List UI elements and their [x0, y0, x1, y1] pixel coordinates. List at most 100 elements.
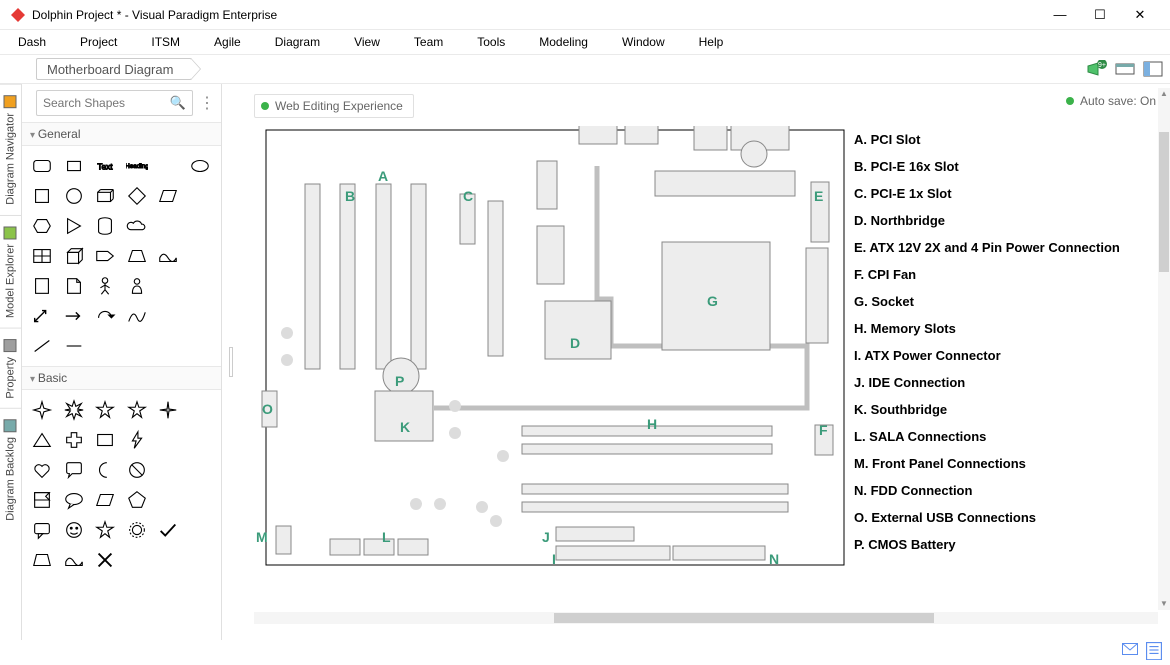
shape-flag[interactable] [30, 488, 54, 512]
maximize-button[interactable]: ☐ [1080, 7, 1120, 23]
menu-help[interactable]: Help [699, 35, 724, 49]
shape-plus[interactable] [62, 428, 86, 452]
left-tab-diagram-navigator[interactable]: Diagram Navigator [0, 84, 21, 215]
shape-triangle-r[interactable] [62, 214, 86, 238]
shape-blank3[interactable] [188, 428, 212, 452]
menu-team[interactable]: Team [414, 35, 443, 49]
shape-check[interactable] [156, 518, 180, 542]
shape-page-fold[interactable] [62, 274, 86, 298]
shape-heart[interactable] [30, 458, 54, 482]
shape-hexagon[interactable] [30, 214, 54, 238]
shape-blank7[interactable] [188, 274, 212, 298]
shape-human[interactable] [125, 274, 149, 298]
shape-square[interactable] [30, 184, 54, 208]
shape-cloud[interactable] [125, 214, 149, 238]
shape-blank12[interactable] [156, 334, 180, 358]
shape-blank10[interactable] [156, 548, 180, 572]
menu-agile[interactable]: Agile [214, 35, 241, 49]
shape-parallelogram[interactable] [93, 488, 117, 512]
shape-line[interactable] [30, 334, 54, 358]
shape-moon[interactable] [93, 458, 117, 482]
shape-wave[interactable] [62, 548, 86, 572]
shape-blank9[interactable] [188, 304, 212, 328]
shape-cylinder[interactable] [93, 214, 117, 238]
shape-zig[interactable] [125, 304, 149, 328]
palette-category-basic[interactable]: Basic [22, 366, 221, 390]
shape-bolt[interactable] [125, 428, 149, 452]
shape-gear[interactable] [125, 518, 149, 542]
shape-blank2[interactable] [156, 428, 180, 452]
left-tab-model-explorer[interactable]: Model Explorer [0, 215, 21, 328]
shape-rect[interactable] [93, 428, 117, 452]
shape-chat[interactable] [62, 458, 86, 482]
shape-blank5[interactable] [188, 458, 212, 482]
shape-trap[interactable] [30, 548, 54, 572]
search-shapes-box[interactable]: 🔍 [36, 90, 193, 116]
shape-star-outline[interactable] [93, 518, 117, 542]
left-tab-property[interactable]: Property [0, 328, 21, 409]
shape-text[interactable]: Text [93, 154, 117, 178]
shape-blank5[interactable] [188, 244, 212, 268]
menu-view[interactable]: View [354, 35, 380, 49]
breadcrumb[interactable]: Motherboard Diagram [36, 58, 192, 80]
minimize-button[interactable]: — [1040, 7, 1080, 22]
shape-wave[interactable] [156, 244, 180, 268]
shape-tag[interactable] [93, 244, 117, 268]
shape-x[interactable] [93, 548, 117, 572]
shape-stickman[interactable] [93, 274, 117, 298]
shape-blank2[interactable] [188, 184, 212, 208]
shape-pentagon[interactable] [125, 488, 149, 512]
shape-page[interactable] [30, 274, 54, 298]
shape-line2[interactable] [62, 334, 86, 358]
menu-window[interactable]: Window [622, 35, 665, 49]
left-tab-diagram-backlog[interactable]: Diagram Backlog [0, 408, 21, 531]
palette-menu-icon[interactable]: ⋮ [199, 93, 215, 113]
shape-blank3[interactable] [156, 214, 180, 238]
shape-table[interactable] [30, 244, 54, 268]
horizontal-scrollbar[interactable] [254, 612, 1158, 624]
shape-rect-small[interactable] [62, 154, 86, 178]
shape-parallelogram[interactable] [156, 184, 180, 208]
shape-heading[interactable]: Heading [125, 154, 149, 178]
shape-tri[interactable] [30, 428, 54, 452]
shape-blank6[interactable] [156, 274, 180, 298]
shape-cube[interactable] [62, 244, 86, 268]
shape-trapezoid[interactable] [125, 244, 149, 268]
shape-blank11[interactable] [125, 334, 149, 358]
shape-blank7[interactable] [188, 488, 212, 512]
shape-arrow-r[interactable] [62, 304, 86, 328]
shape-blank13[interactable] [188, 334, 212, 358]
announce-icon[interactable]: 9+ [1086, 59, 1108, 79]
menu-itsm[interactable]: ITSM [151, 35, 180, 49]
splitter[interactable] [222, 84, 240, 640]
shape-smiley[interactable] [62, 518, 86, 542]
panel-icon[interactable] [1142, 59, 1164, 79]
shape-arrow2[interactable] [30, 304, 54, 328]
palette-category-general[interactable]: General [22, 122, 221, 146]
shape-circle[interactable] [62, 184, 86, 208]
shape-blank10[interactable] [93, 334, 117, 358]
shape-rect3d[interactable] [93, 184, 117, 208]
shape-bubble[interactable] [30, 518, 54, 542]
menu-diagram[interactable]: Diagram [275, 35, 320, 49]
menu-project[interactable]: Project [80, 35, 117, 49]
layout-icon[interactable] [1114, 59, 1136, 79]
shape-blank[interactable] [156, 154, 180, 178]
menu-tools[interactable]: Tools [477, 35, 505, 49]
shape-star-burst[interactable] [62, 398, 86, 422]
shape-star5[interactable] [93, 398, 117, 422]
shape-rect-round[interactable] [30, 154, 54, 178]
mail-icon[interactable] [1122, 642, 1138, 656]
menu-dash[interactable]: Dash [18, 35, 46, 49]
diagram-canvas[interactable]: ABCDEFGHIJKLMNOPA. PCI SlotB. PCI-E 16x … [254, 126, 1160, 610]
shape-no[interactable] [125, 458, 149, 482]
shape-ellipse[interactable] [188, 154, 212, 178]
vertical-scrollbar[interactable]: ▲ ▼ [1158, 88, 1170, 610]
shape-blank11[interactable] [188, 548, 212, 572]
search-input[interactable] [43, 96, 170, 110]
shape-blank8[interactable] [188, 518, 212, 542]
shape-blank6[interactable] [156, 488, 180, 512]
shape-blank9[interactable] [125, 548, 149, 572]
shape-loop[interactable] [93, 304, 117, 328]
shape-blank4[interactable] [188, 214, 212, 238]
